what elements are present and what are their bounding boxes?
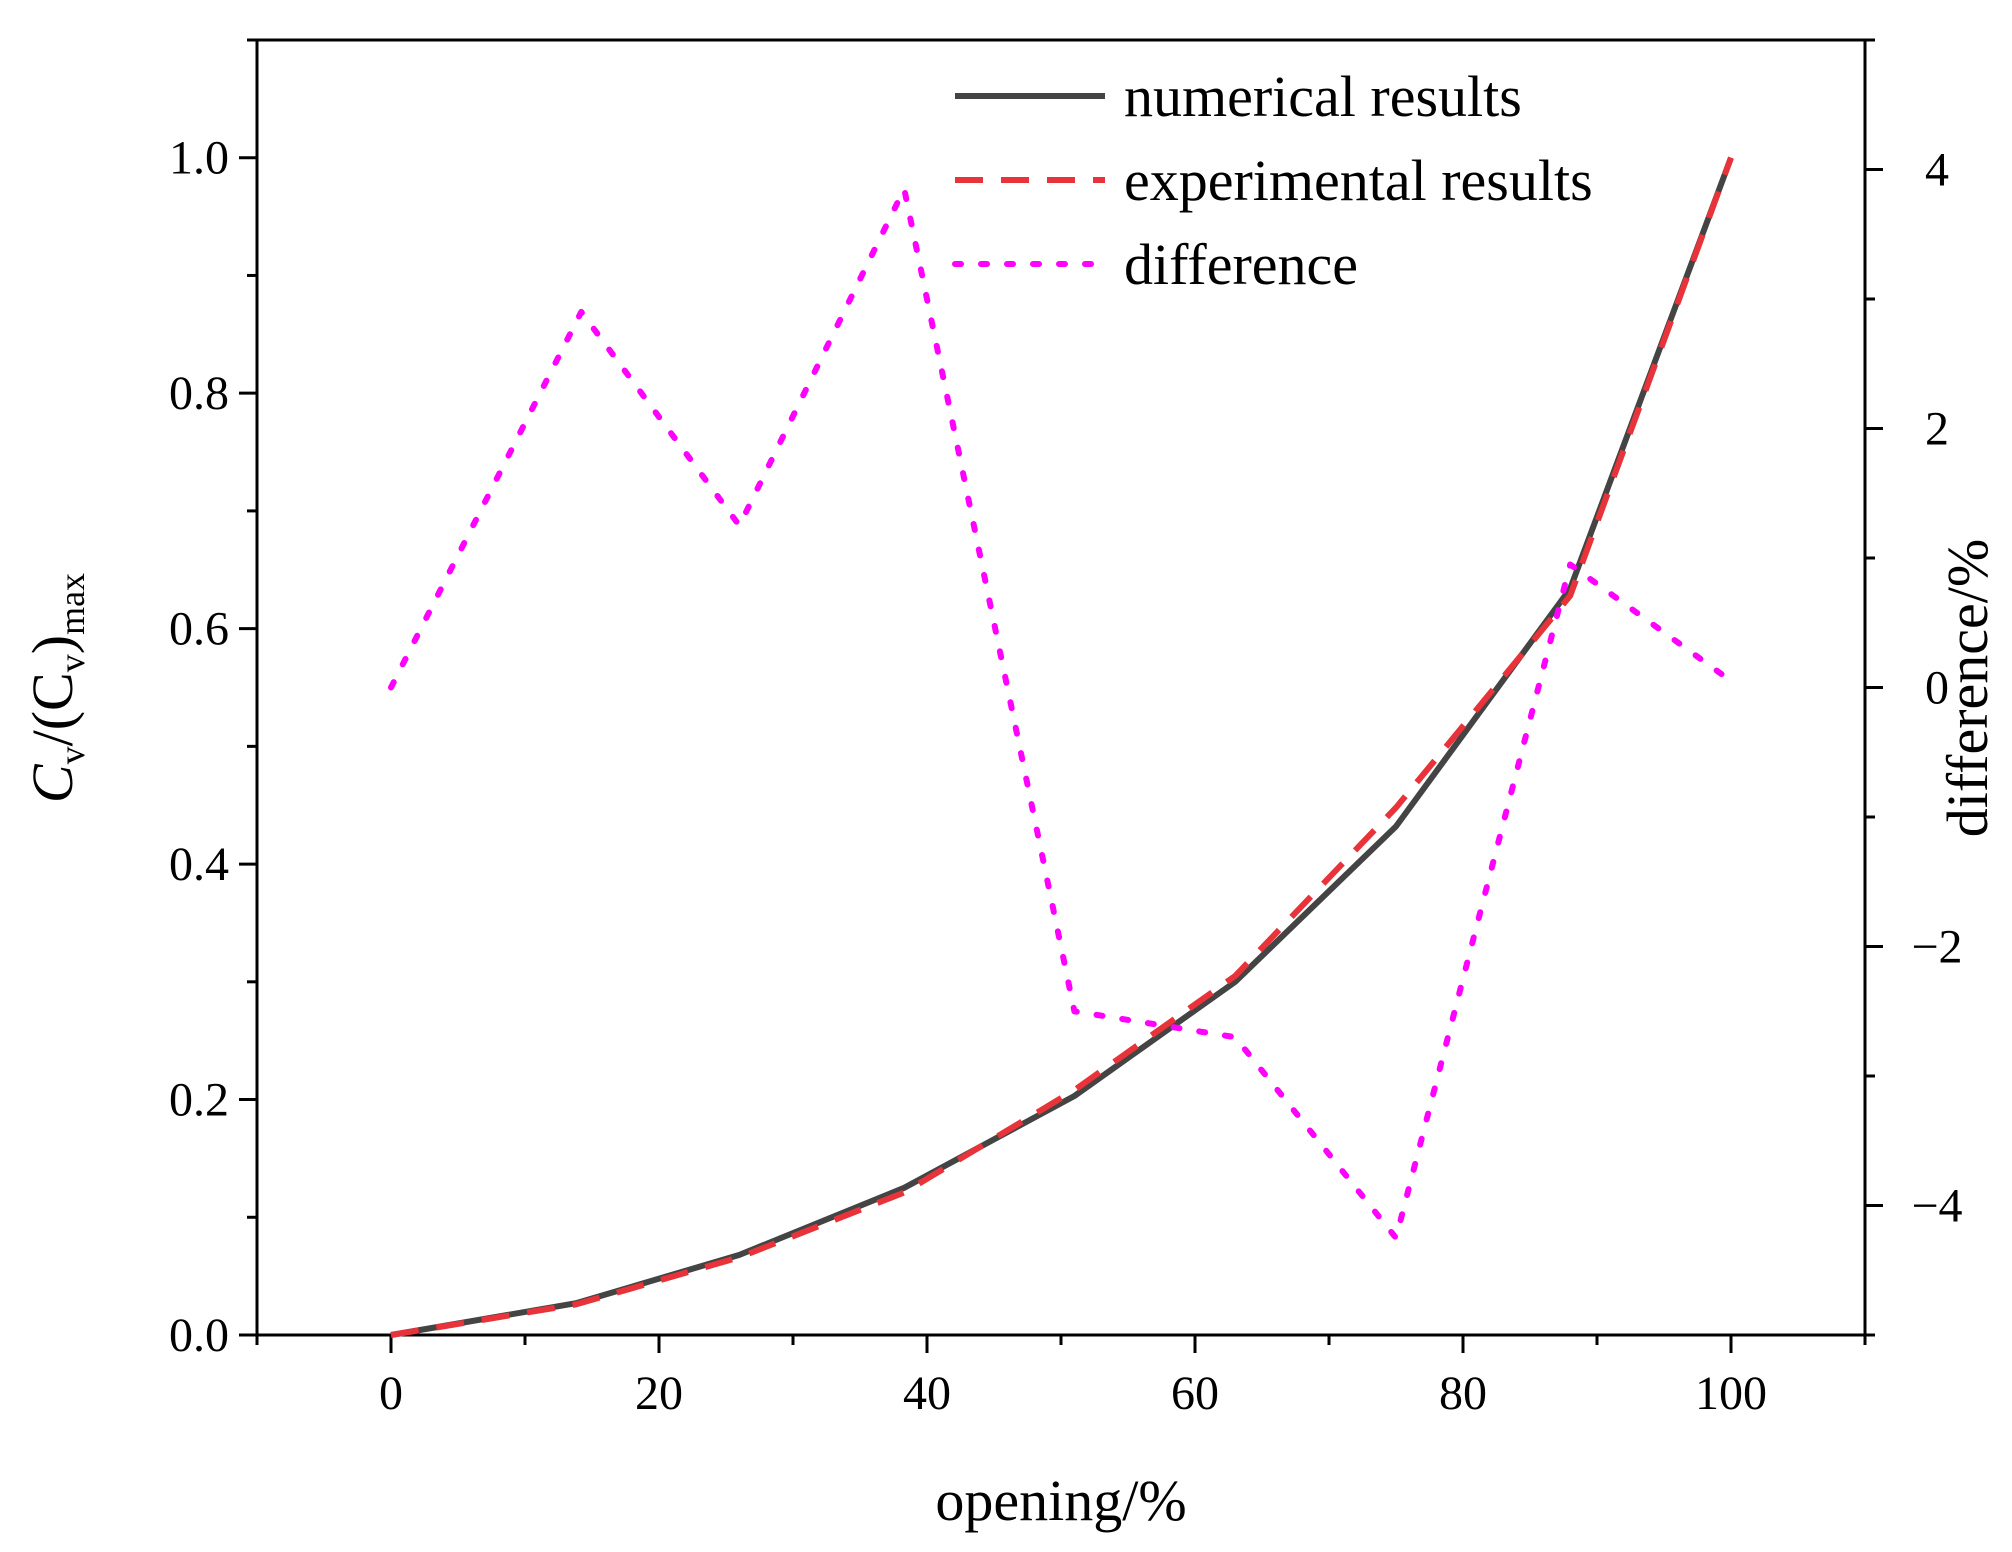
legend-difference-label: difference — [1124, 232, 1358, 297]
y-title-max-sub: max — [52, 573, 92, 635]
y-axis-right-title: difference/% — [1935, 539, 2000, 837]
y-title-v-sub2: v — [52, 654, 92, 672]
x-tick-label: 100 — [1695, 1367, 1767, 1420]
series-line-experimental-results — [390, 156, 1734, 1338]
y-tick-label: 0.8 — [169, 367, 229, 420]
x-tick-label: 80 — [1439, 1367, 1487, 1420]
legend-numerical-label: numerical results — [1124, 64, 1522, 129]
series-layer — [388, 156, 1734, 1338]
y-tick-label: 1.0 — [169, 132, 229, 185]
y-tick-label: 0.2 — [169, 1074, 229, 1127]
y-title-v-sub: v — [52, 746, 92, 764]
y-title-c: C — [20, 763, 85, 803]
series-line-numerical-results — [390, 156, 1734, 1338]
y-tick-label: 0.4 — [169, 838, 229, 891]
y2-tick-label: 0 — [1925, 662, 1949, 715]
x-tick-label: 40 — [903, 1367, 951, 1420]
y2-tick-label: −4 — [1911, 1180, 1962, 1233]
y-axis-right-ticks: −4 −2 0 2 4 — [1865, 38, 1963, 1337]
y-tick-label: 0.6 — [169, 603, 229, 656]
y-tick-label: 0.0 — [169, 1309, 229, 1362]
plot-frame — [255, 38, 1867, 1337]
legend-experimental-label: experimental results — [1124, 148, 1593, 213]
y2-tick-label: −2 — [1911, 921, 1962, 974]
x-axis-title: opening/% — [935, 1468, 1186, 1533]
x-tick-label: 0 — [379, 1367, 403, 1420]
x-axis-ticks: 0 20 40 60 80 100 — [255, 1335, 1867, 1420]
y2-tick-label: 4 — [1925, 144, 1949, 197]
y-axis-left-ticks: 0.0 0.2 0.4 0.6 0.8 1.0 — [169, 38, 257, 1362]
series-line-difference — [388, 185, 1734, 1241]
x-tick-label: 20 — [635, 1367, 683, 1420]
y-title-mid: /(C — [20, 672, 85, 746]
y2-tick-label: 2 — [1925, 403, 1949, 456]
y-title-close: ) — [20, 635, 85, 654]
legend: numerical results experimental results d… — [952, 64, 1593, 297]
x-tick-label: 60 — [1171, 1367, 1219, 1420]
y-axis-left-title: Cv/(Cv)max — [20, 573, 92, 803]
